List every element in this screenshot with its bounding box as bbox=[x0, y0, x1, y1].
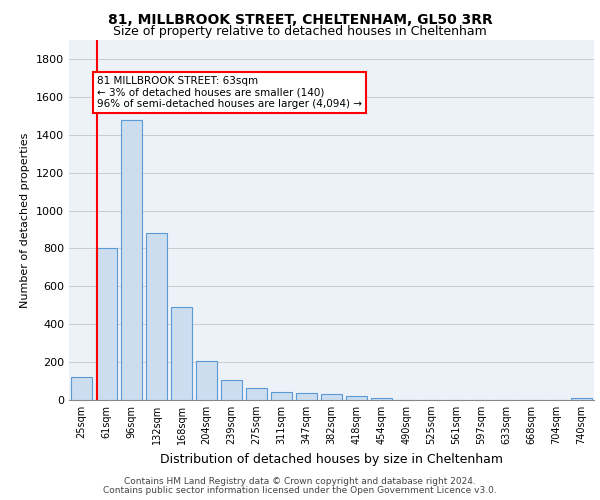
Text: Contains public sector information licensed under the Open Government Licence v3: Contains public sector information licen… bbox=[103, 486, 497, 495]
Bar bbox=[296, 394, 317, 400]
Bar bbox=[321, 394, 342, 400]
X-axis label: Distribution of detached houses by size in Cheltenham: Distribution of detached houses by size … bbox=[160, 452, 503, 466]
Text: 81, MILLBROOK STREET, CHELTENHAM, GL50 3RR: 81, MILLBROOK STREET, CHELTENHAM, GL50 3… bbox=[107, 12, 493, 26]
Bar bbox=[271, 392, 292, 400]
Text: Contains HM Land Registry data © Crown copyright and database right 2024.: Contains HM Land Registry data © Crown c… bbox=[124, 477, 476, 486]
Bar bbox=[146, 234, 167, 400]
Y-axis label: Number of detached properties: Number of detached properties bbox=[20, 132, 31, 308]
Bar bbox=[221, 380, 242, 400]
Bar bbox=[346, 396, 367, 400]
Bar bbox=[96, 248, 117, 400]
Bar bbox=[121, 120, 142, 400]
Text: 81 MILLBROOK STREET: 63sqm
← 3% of detached houses are smaller (140)
96% of semi: 81 MILLBROOK STREET: 63sqm ← 3% of detac… bbox=[97, 76, 362, 109]
Bar bbox=[371, 398, 392, 400]
Text: Size of property relative to detached houses in Cheltenham: Size of property relative to detached ho… bbox=[113, 25, 487, 38]
Bar bbox=[196, 361, 217, 400]
Bar bbox=[246, 388, 267, 400]
Bar bbox=[71, 378, 92, 400]
Bar bbox=[171, 307, 192, 400]
Bar bbox=[571, 398, 592, 400]
